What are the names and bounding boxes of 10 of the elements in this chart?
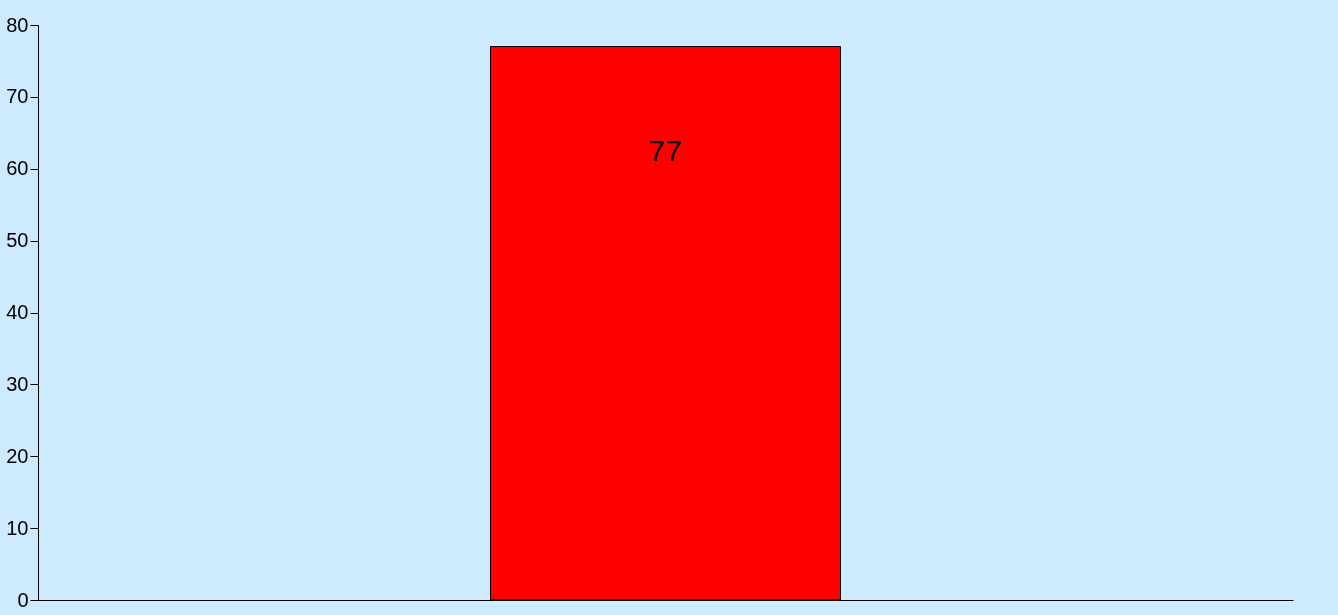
y-tick-label: 10 xyxy=(6,516,29,539)
y-tick-label: 0 xyxy=(17,588,29,611)
y-tick-label: 70 xyxy=(6,85,29,108)
y-tick-label: 30 xyxy=(6,372,29,395)
data-label: 77 xyxy=(648,133,683,167)
y-tick-label: 50 xyxy=(6,229,29,252)
y-tick-label: 40 xyxy=(6,301,29,323)
y-tick-label: 60 xyxy=(6,157,29,180)
y-tick-label: 80 xyxy=(6,13,29,36)
y-tick-label: 20 xyxy=(6,444,29,467)
